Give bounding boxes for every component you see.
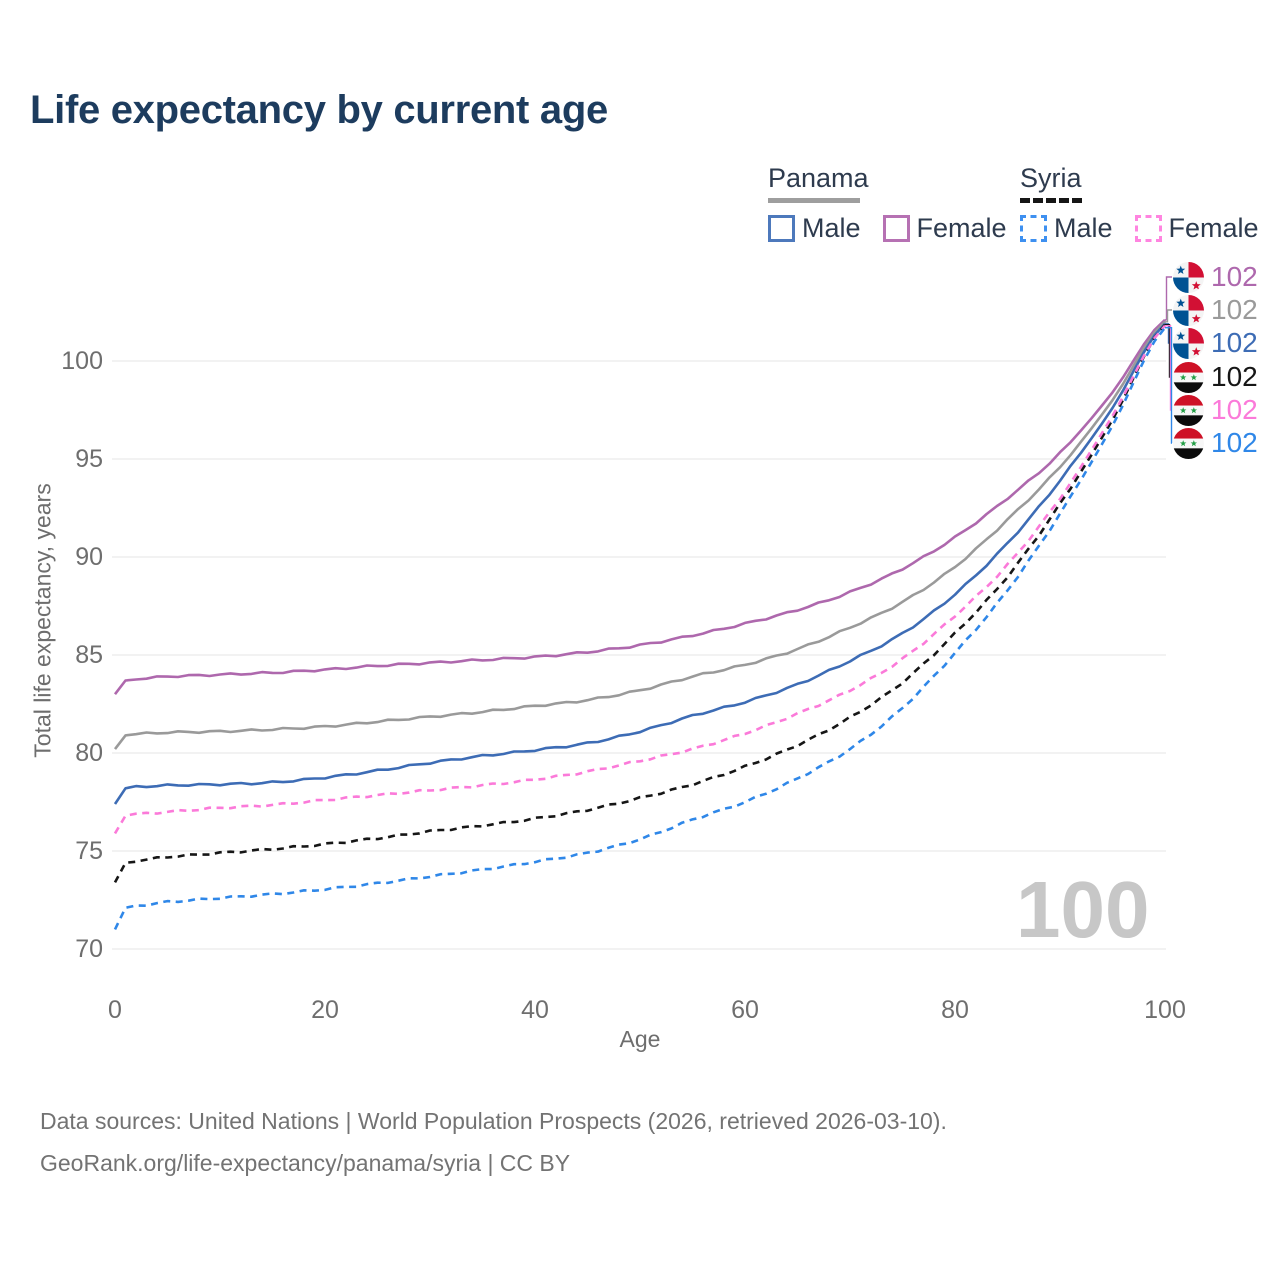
- end-label-connector-panama-female: [1165, 276, 1172, 321]
- syria-flag-icon: [1173, 394, 1204, 426]
- x-tick-label-60: 60: [731, 996, 759, 1024]
- panama-flag-icon: [1173, 327, 1204, 359]
- legend-country-panama: Panama: [768, 163, 869, 193]
- legend-item-syria-male[interactable]: Male: [1020, 213, 1113, 244]
- end-label-value: 102: [1211, 294, 1258, 325]
- series-line-syria-female[interactable]: [113, 324, 1166, 835]
- legend-underline-syria-dashed: [1020, 198, 1082, 203]
- y-tick-label-80: 80: [75, 739, 103, 767]
- syria-flag-icon: [1173, 361, 1204, 393]
- series-line-panama-male[interactable]: [113, 322, 1166, 805]
- y-tick-label-85: 85: [75, 641, 103, 669]
- panama-flag-icon: [1173, 294, 1204, 326]
- x-tick-label-0: 0: [108, 996, 122, 1024]
- legend-label-syria-male: Male: [1054, 213, 1113, 243]
- end-label-syria-male[interactable]: 102: [1173, 427, 1258, 459]
- legend-item-syria-female[interactable]: Female: [1134, 213, 1259, 244]
- age-watermark: 100: [1016, 865, 1150, 954]
- legend-swatch-syria-female-icon: [1134, 215, 1162, 242]
- y-tick-label-95: 95: [75, 445, 103, 473]
- series-line-panama-female[interactable]: [113, 318, 1166, 695]
- legend-label-panama-male: Male: [802, 213, 861, 243]
- x-tick-label-100: 100: [1144, 996, 1186, 1024]
- end-label-connector-syria-male: [1165, 327, 1173, 444]
- y-tick-label-75: 75: [75, 837, 103, 865]
- x-tick-label-40: 40: [521, 996, 549, 1024]
- end-label-value: 102: [1211, 427, 1258, 458]
- legend-swatch-syria-male-icon: [1020, 215, 1047, 242]
- footer-sources: Data sources: United Nations | World Pop…: [40, 1108, 947, 1134]
- x-tick-label-20: 20: [311, 996, 339, 1024]
- end-label-connector-panama-both-sexes: [1165, 309, 1172, 323]
- legend-swatch-panama-female-icon: [882, 215, 910, 242]
- legend-label-panama-female: Female: [916, 213, 1007, 243]
- y-tick-label-70: 70: [75, 935, 103, 963]
- legend-item-panama-male[interactable]: Male: [768, 213, 861, 244]
- legend-group-syria: Syria Male Female: [1020, 163, 1259, 244]
- end-label-value: 102: [1211, 261, 1258, 292]
- end-label-syria-both-sexes[interactable]: 102: [1173, 361, 1258, 393]
- end-label-panama-male[interactable]: 102: [1173, 327, 1258, 359]
- end-label-syria-female[interactable]: 102: [1173, 394, 1258, 426]
- end-label-value: 102: [1211, 327, 1258, 358]
- series-line-panama-both-sexes[interactable]: [113, 320, 1166, 750]
- end-label-panama-both-sexes[interactable]: 102: [1173, 294, 1258, 326]
- x-tick-label-80: 80: [941, 996, 969, 1024]
- footer-url: GeoRank.org/life-expectancy/panama/syria…: [40, 1150, 571, 1176]
- y-tick-label-90: 90: [75, 543, 103, 571]
- legend-group-panama: Panama Male Female: [768, 163, 1007, 244]
- legend-item-panama-female[interactable]: Female: [882, 213, 1007, 244]
- legend-label-syria-female: Female: [1168, 213, 1259, 243]
- series-line-syria-both-sexes[interactable]: [113, 323, 1167, 884]
- y-tick-label-100: 100: [61, 347, 103, 375]
- end-label-value: 102: [1211, 361, 1258, 392]
- end-label-panama-female[interactable]: 102: [1173, 261, 1258, 293]
- panama-flag-icon: [1173, 261, 1204, 293]
- end-label-value: 102: [1211, 394, 1258, 425]
- legend-country-syria: Syria: [1020, 163, 1082, 193]
- x-axis-title: Age: [619, 1026, 661, 1052]
- legend-underline-panama-solid: [768, 198, 860, 203]
- legend-swatch-panama-male-icon: [768, 215, 795, 242]
- syria-flag-icon: [1173, 427, 1204, 459]
- series-line-syria-male[interactable]: [113, 326, 1167, 930]
- page-title: Life expectancy by current age: [30, 88, 608, 132]
